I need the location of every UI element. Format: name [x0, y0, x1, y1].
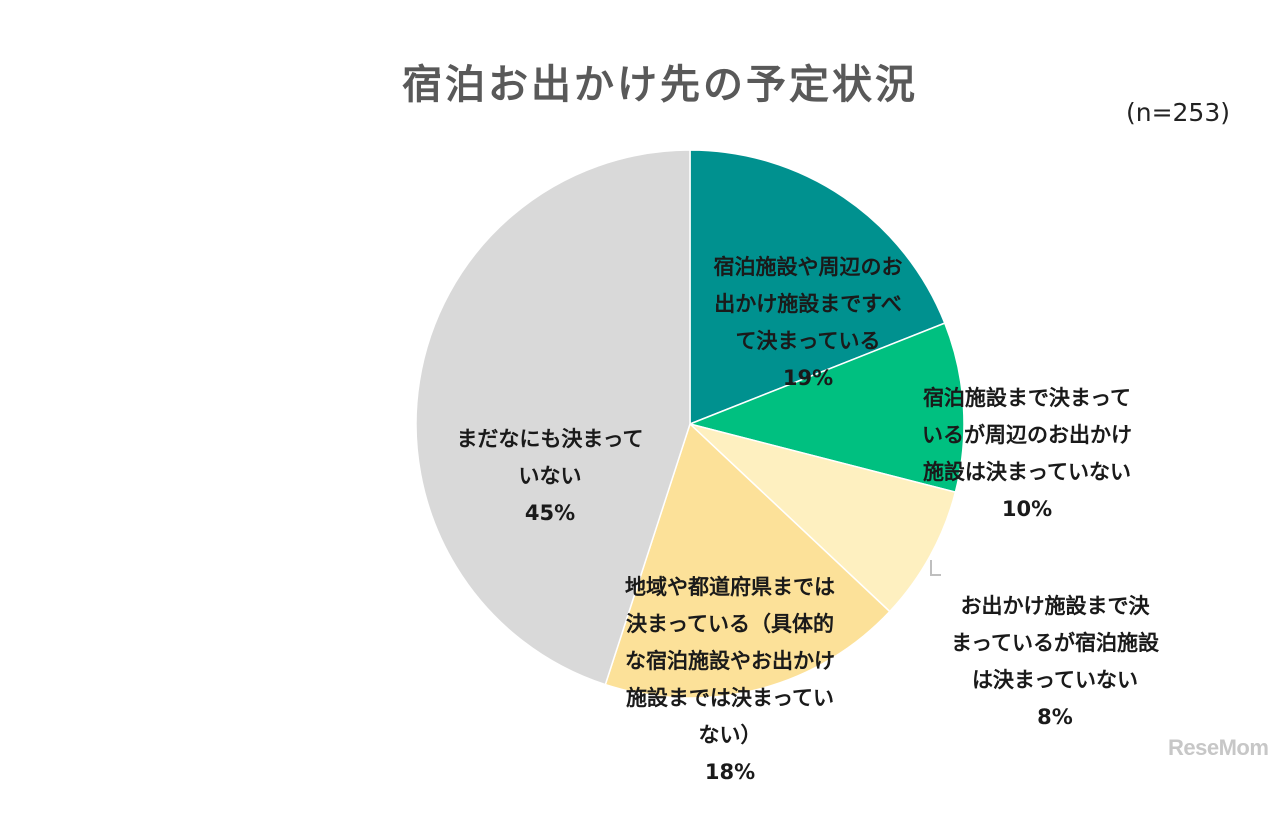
slice-value-label: 19% [782, 366, 834, 390]
leader-line [930, 560, 941, 576]
slice-value-label: 18% [704, 760, 756, 784]
slice-label-text: まだなにも決まって いない [456, 427, 644, 488]
chart-title: 宿泊お出かけ先の予定状況 [402, 62, 918, 108]
chart-area: 宿泊お出かけ先の予定状況 (n=253) 宿泊施設や周辺のお 出かけ施設まですべ… [402, 62, 1269, 784]
slice-nothing-decided [415, 149, 691, 686]
slice-all-decided [689, 149, 946, 426]
slice-label-text: 宿泊施設や周辺のお 出かけ施設まですべ て決まっている [713, 255, 903, 353]
slice-label-region-decided: 地域や都道府県までは 決まっている（具体的 な宿泊施設やお出かけ 施設までは決ま… [605, 532, 855, 828]
slice-value-label: 8% [1037, 705, 1073, 729]
slice-label-outing-decided: お出かけ施設まで決 まっているが宿泊施設 は決まっていない 8% [930, 551, 1180, 773]
slice-region-decided [604, 422, 891, 699]
slice-outing-decided [689, 423, 957, 613]
slice-label-text: お出かけ施設まで決 まっているが宿泊施設 は決まっていない [950, 594, 1160, 692]
slice-label-lodging-decided: 宿泊施設まで決まって いるが周辺のお出かけ 施設は決まっていない 10% [902, 343, 1152, 565]
resemom-logo: ReseMom [1168, 735, 1269, 760]
slice-value-label: 45% [524, 501, 576, 525]
slice-label-text: 宿泊施設まで決まって いるが周辺のお出かけ 施設は決まっていない [922, 386, 1132, 484]
slice-label-text: 地域や都道府県までは 決まっている（具体的 な宿泊施設やお出かけ 施設までは決ま… [625, 575, 835, 747]
sample-size-note: (n=253) [1125, 98, 1230, 127]
slice-label-nothing-decided: まだなにも決まって いない 45% [430, 384, 670, 569]
pie-chart [415, 149, 965, 699]
slice-label-all-decided: 宿泊施設や周辺のお 出かけ施設まですべ て決まっている 19% [688, 212, 928, 434]
slice-lodging-decided [687, 322, 965, 494]
slice-value-label: 10% [1001, 497, 1053, 521]
